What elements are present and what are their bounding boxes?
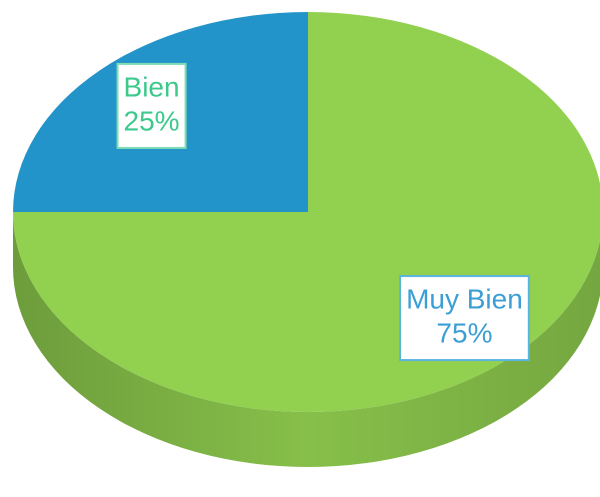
label-value: 75% <box>436 317 492 348</box>
label-box <box>116 62 187 149</box>
label-value: 25% <box>124 105 180 136</box>
pie-sides <box>13 212 600 467</box>
label-category: Bien <box>124 71 180 102</box>
label-category: Muy Bien <box>406 283 523 314</box>
pie-side-shade <box>13 212 600 467</box>
label-box <box>399 275 530 362</box>
